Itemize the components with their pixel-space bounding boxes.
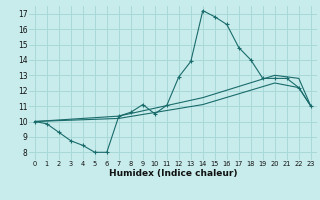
X-axis label: Humidex (Indice chaleur): Humidex (Indice chaleur) — [108, 169, 237, 178]
